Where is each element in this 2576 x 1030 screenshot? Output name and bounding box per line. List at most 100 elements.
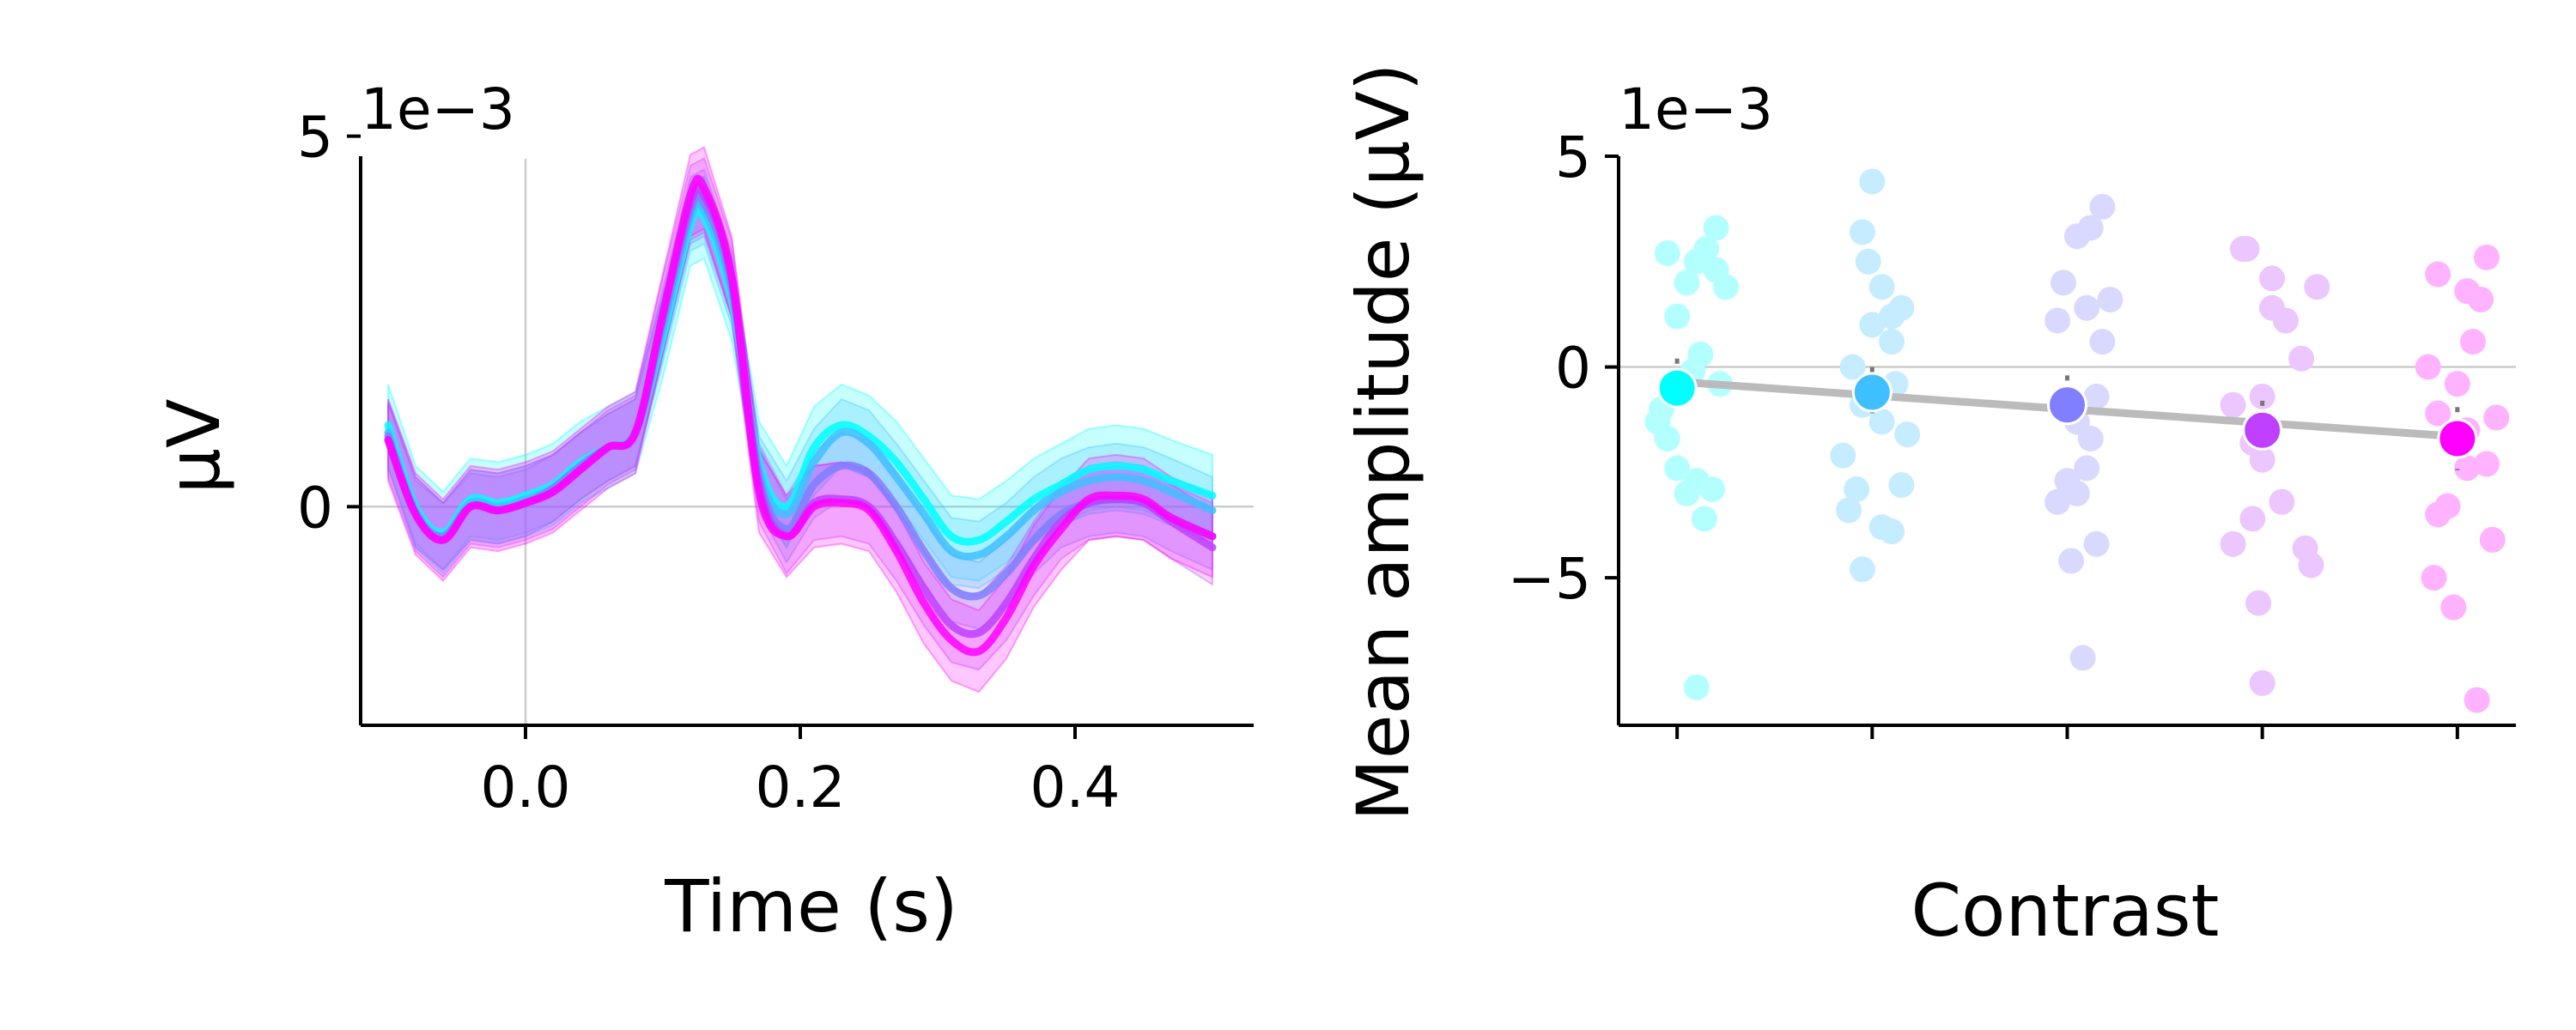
mean-marker (2047, 385, 2087, 426)
y-axis-label: μV (152, 399, 236, 494)
subject-point (1830, 442, 1856, 469)
y-tick-label: 0 (1555, 336, 1591, 402)
subject-point (2288, 345, 2315, 372)
subject-point (1868, 274, 1895, 300)
mean-marker (1656, 367, 1698, 409)
subject-point (1849, 219, 1875, 245)
subject-point (2304, 274, 2330, 300)
subject-point (2298, 552, 2324, 579)
subject-point (1703, 215, 1729, 241)
subject-point (2425, 501, 2451, 528)
subject-point (2464, 687, 2490, 713)
subject-point (2454, 455, 2481, 482)
subject-point (2425, 400, 2451, 427)
subject-point (2269, 488, 2295, 515)
tick-marks: −5 0 5 (1508, 124, 2459, 739)
subject-point (2083, 530, 2110, 557)
subject-point (2245, 590, 2272, 616)
subject-point (1868, 409, 1895, 435)
y-tick-label: 0 (297, 475, 333, 541)
subject-point (2233, 236, 2260, 263)
subject-point (2074, 455, 2100, 482)
waveform-panel: 0.0 0.2 0.4 0 5 1e−3 Time (s) μV (152, 76, 1254, 948)
subject-point (2468, 286, 2494, 312)
y-tick-label: −5 (1508, 546, 1591, 612)
subject-point (1664, 455, 1691, 482)
subject-point (1674, 480, 1700, 506)
subject-point (1664, 303, 1691, 330)
subject-point (2074, 294, 2100, 321)
subject-point (2089, 329, 2116, 355)
subject-point (2483, 404, 2510, 431)
y-offset-label: 1e−3 (361, 76, 515, 142)
subject-point (1888, 472, 1915, 499)
subject-point (1894, 421, 1921, 448)
subject-point (2444, 371, 2470, 397)
subject-points (1644, 168, 2510, 713)
amplitude-panel: −5 0 5 1e−3 Contrast Mean amplitude (μV) (1341, 63, 2516, 953)
subject-point (1839, 354, 1866, 380)
x-axis-label: Contrast (1911, 869, 2220, 953)
subject-point (2069, 645, 2096, 671)
subject-point (1699, 476, 1726, 502)
y-tick-label: 5 (1555, 124, 1591, 191)
subject-point (1654, 239, 1680, 266)
series-band-4 (387, 157, 1213, 671)
subject-point (2077, 426, 2104, 452)
mean-markers (1656, 367, 2478, 459)
y-axis-label: Mean amplitude (μV) (1341, 63, 1425, 821)
subject-point (2044, 488, 2071, 515)
tick-marks: 0.0 0.2 0.4 0 5 (297, 105, 1120, 821)
subject-point (1849, 556, 1875, 583)
x-axis-label: Time (s) (664, 864, 958, 948)
subject-point (1691, 506, 1717, 532)
subject-point (2272, 307, 2299, 334)
subject-point (1844, 476, 1870, 502)
subject-point (2063, 223, 2090, 250)
subject-point (2415, 354, 2441, 380)
mean-marker (2242, 409, 2283, 451)
subject-point (2479, 526, 2506, 553)
subject-point (2473, 451, 2500, 477)
subject-point (2249, 670, 2275, 696)
subject-point (1683, 248, 1710, 275)
subject-point (2440, 594, 2467, 621)
subject-point (2058, 548, 2085, 574)
x-tick-label: 0.2 (756, 754, 846, 821)
x-tick-label: 0.0 (481, 754, 571, 821)
subject-point (2083, 383, 2110, 409)
subject-point (2425, 261, 2451, 288)
mean-marker (2437, 418, 2478, 459)
subject-point (2239, 506, 2266, 532)
subject-point (2050, 270, 2076, 296)
axes (359, 156, 1254, 727)
subject-point (2220, 530, 2246, 557)
subject-point (2220, 391, 2246, 418)
subject-point (1859, 168, 1886, 195)
subject-point (2249, 383, 2275, 409)
subject-point (2249, 446, 2275, 473)
subject-point (1654, 426, 1680, 452)
series-line-5 (384, 174, 1217, 657)
subject-point (2460, 329, 2487, 355)
subject-point (1712, 274, 1739, 300)
subject-point (1855, 248, 1881, 275)
waveform-lines (384, 174, 1217, 657)
subject-point (2421, 565, 2447, 591)
series-band-5 (387, 146, 1213, 694)
subject-point (1888, 294, 1915, 321)
y-tick-label: 5 (297, 105, 333, 171)
subject-point (2097, 286, 2123, 312)
x-tick-label: 0.4 (1030, 754, 1121, 821)
subject-point (1879, 518, 1905, 545)
series-band-3 (387, 168, 1213, 630)
subject-point (1674, 270, 1700, 296)
subject-point (1836, 497, 1862, 524)
y-offset-label: 1e−3 (1619, 76, 1773, 142)
subject-point (2044, 307, 2071, 334)
subject-point (1683, 674, 1710, 700)
subject-point (1859, 312, 1886, 338)
subject-point (1879, 329, 1905, 355)
